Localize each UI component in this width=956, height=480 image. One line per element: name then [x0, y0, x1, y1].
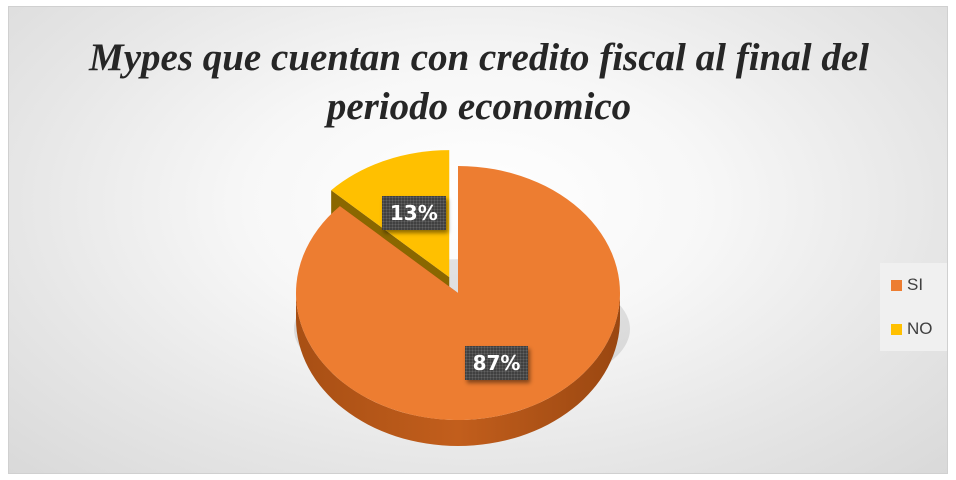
- pie-slice-si: [296, 166, 620, 420]
- legend-swatch-no: [891, 323, 902, 335]
- data-label-si: 87%: [464, 345, 529, 380]
- legend-swatch-si: [891, 279, 902, 291]
- chart-title: Mypes que cuentan con credito fiscal al …: [49, 33, 909, 131]
- pie-chart: [294, 150, 630, 446]
- chart-area: Mypes que cuentan con credito fiscal al …: [8, 6, 948, 474]
- legend-item-si: SI: [891, 275, 947, 295]
- chart-title-line-1: Mypes que cuentan con credito fiscal al …: [89, 36, 869, 79]
- pie-slice-si-side: [296, 293, 620, 446]
- legend-label-no: NO: [907, 319, 933, 338]
- data-label-no: 13%: [381, 196, 446, 231]
- legend-item-no: NO: [891, 319, 947, 339]
- legend: SI NO: [880, 263, 947, 351]
- chart-title-line-2: periodo economico: [326, 85, 632, 128]
- legend-label-si: SI: [907, 275, 924, 294]
